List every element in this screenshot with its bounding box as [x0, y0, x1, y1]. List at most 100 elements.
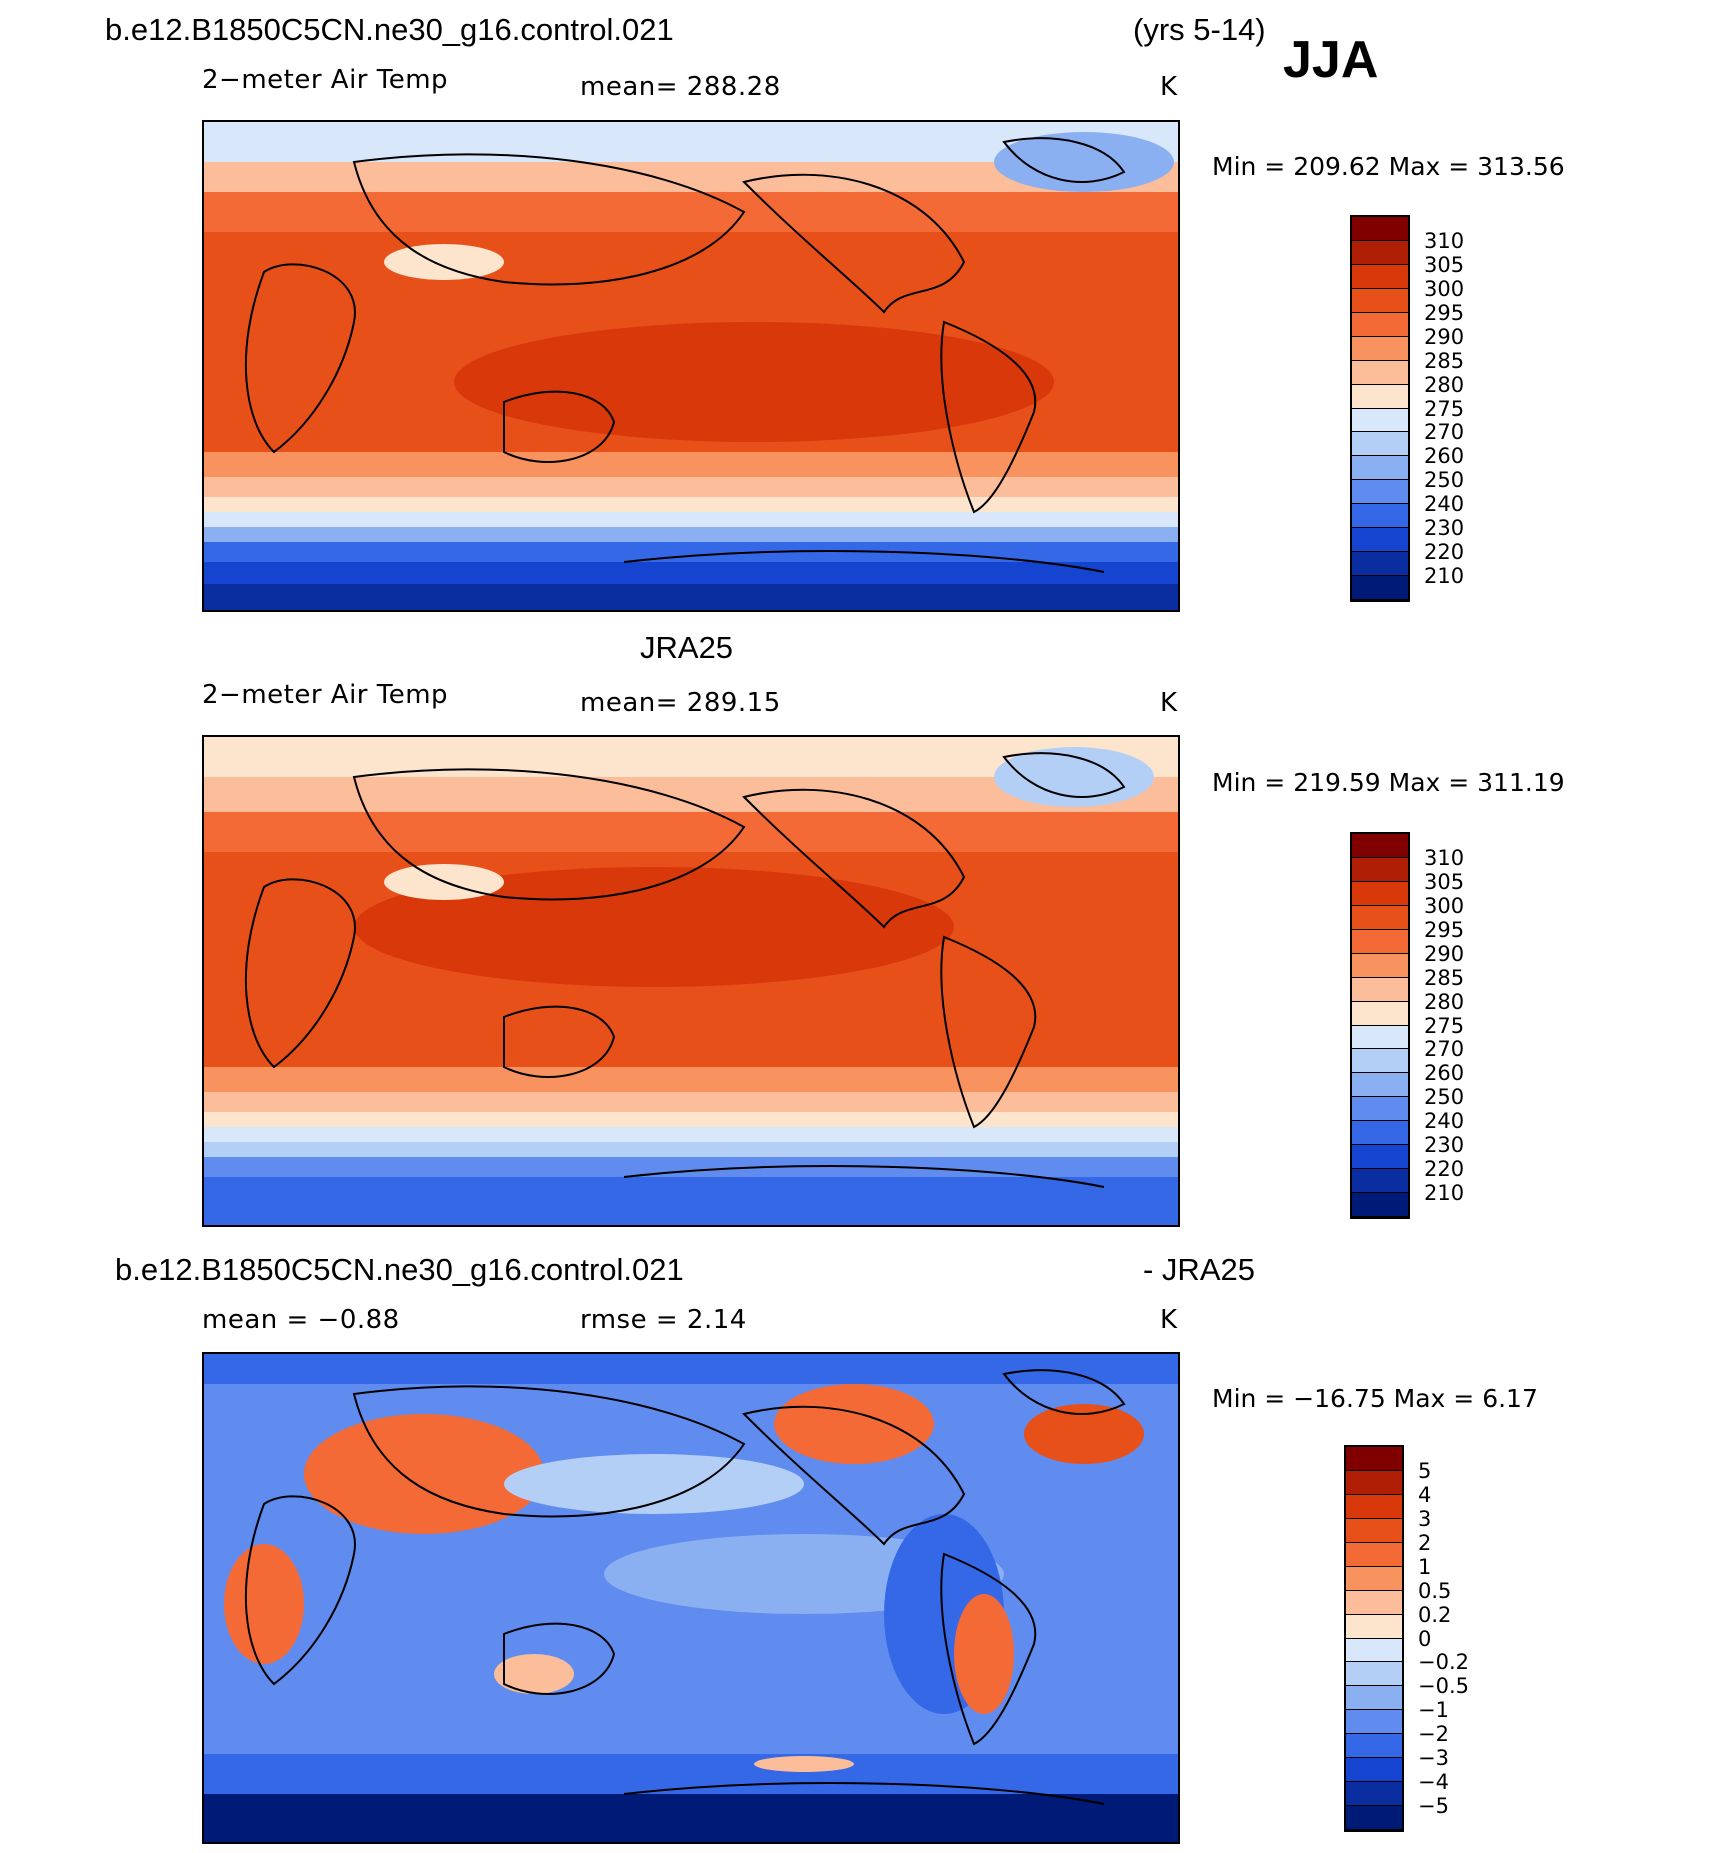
colorbar-label: 240	[1424, 1109, 1465, 1134]
colorbar-label: −1	[1418, 1698, 1449, 1723]
colorbar-label: −3	[1418, 1746, 1449, 1771]
colorbar-box	[1352, 1145, 1408, 1170]
colorbar-box	[1346, 1470, 1402, 1495]
colorbar-label: 0.2	[1418, 1602, 1452, 1627]
colorbar-label: 250	[1424, 1085, 1465, 1110]
colorbar-box	[1352, 857, 1408, 882]
colorbar-label: 260	[1424, 1061, 1465, 1086]
colorbar-box	[1352, 881, 1408, 906]
colorbar-box	[1346, 1566, 1402, 1591]
colorbar-label: 300	[1424, 276, 1465, 301]
colorbar-box	[1352, 1001, 1408, 1026]
colorbar-label: −5	[1418, 1794, 1449, 1819]
colorbar-box	[1346, 1542, 1402, 1567]
colorbar-label: 2	[1418, 1530, 1432, 1555]
colorbar-label: −2	[1418, 1722, 1449, 1747]
colorbar-box	[1346, 1710, 1402, 1735]
panel2-variable: 2−meter Air Temp	[202, 680, 449, 710]
colorbar-label: 250	[1424, 468, 1465, 493]
colorbar-label: 1	[1418, 1554, 1432, 1579]
colorbar-box	[1352, 1073, 1408, 1098]
colorbar-label: 230	[1424, 516, 1465, 541]
colorbar-box	[1346, 1638, 1402, 1663]
colorbar-box	[1346, 1447, 1402, 1471]
colorbar-label: 295	[1424, 300, 1465, 325]
colorbar-label: 295	[1424, 917, 1465, 942]
colorbar-label: 280	[1424, 372, 1465, 397]
colorbar-box	[1352, 1169, 1408, 1194]
colorbar-label: 280	[1424, 989, 1465, 1014]
panel1-mean: mean= 288.28	[580, 72, 781, 102]
years-label: (yrs 5-14)	[1133, 12, 1266, 47]
colorbar-box	[1352, 312, 1408, 337]
colorbar-box	[1346, 1494, 1402, 1519]
panel1-minmax: Min = 209.62 Max = 313.56	[1212, 152, 1565, 181]
colorbar-label: 290	[1424, 941, 1465, 966]
colorbar-label: 275	[1424, 396, 1465, 421]
colorbar-box	[1346, 1518, 1402, 1543]
colorbar-box	[1352, 905, 1408, 930]
colorbar-box	[1352, 834, 1408, 858]
colorbar-label: 305	[1424, 869, 1465, 894]
panel3-title-right: - JRA25	[1143, 1252, 1255, 1287]
season-label: JJA	[1283, 31, 1379, 89]
colorbar-label: 220	[1424, 1157, 1465, 1182]
colorbar-label: 4	[1418, 1482, 1432, 1507]
colorbar-box	[1346, 1782, 1402, 1807]
colorbar-box	[1352, 1097, 1408, 1122]
colorbar-label: 260	[1424, 444, 1465, 469]
colorbar-label: 230	[1424, 1133, 1465, 1158]
colorbar-box	[1352, 264, 1408, 289]
colorbar-label: 285	[1424, 965, 1465, 990]
colorbar-box	[1352, 1049, 1408, 1074]
colorbar-model: 310 305 300 295 290 285 280 275 270 260 250 240 230 2…	[1350, 215, 1464, 602]
colorbar-box	[1352, 288, 1408, 313]
map-panel-obs	[202, 735, 1180, 1227]
panel2-title: JRA25	[640, 630, 734, 665]
colorbar-box	[1352, 432, 1408, 457]
colorbar-box	[1352, 480, 1408, 505]
colorbar-label: −0.2	[1418, 1650, 1469, 1675]
panel1-variable: 2−meter Air Temp	[202, 65, 449, 95]
colorbar-box	[1352, 217, 1408, 241]
panel3-minmax: Min = −16.75 Max = 6.17	[1212, 1384, 1538, 1413]
colorbar-label: 305	[1424, 252, 1465, 277]
colorbar-box	[1352, 576, 1408, 600]
colorbar-label: 270	[1424, 420, 1465, 445]
map-panel-model	[202, 120, 1180, 612]
colorbar-label: 275	[1424, 1013, 1465, 1038]
panel2-mean: mean= 289.15	[580, 688, 781, 718]
colorbar-obs: 310 305 300 295 290 285 280 275 270 260 250 240 230 2…	[1350, 832, 1464, 1219]
colorbar-box	[1346, 1806, 1402, 1830]
colorbar-box	[1346, 1590, 1402, 1615]
colorbar-diff: 5 4 3 2 1 0.5 0.2 0 −0.2 −0.5 −1 −2 −3 −4 −5	[1344, 1445, 1469, 1832]
colorbar-box	[1352, 384, 1408, 409]
panel3-rmse: rmse = 2.14	[580, 1305, 747, 1335]
colorbar-box	[1352, 552, 1408, 577]
colorbar-box	[1352, 456, 1408, 481]
colorbar-box	[1352, 1025, 1408, 1050]
colorbar-label: 210	[1424, 564, 1465, 589]
colorbar-box	[1352, 1193, 1408, 1217]
colorbar-box	[1352, 240, 1408, 265]
case-title: b.e12.B1850C5CN.ne30_g16.control.021	[105, 12, 674, 47]
colorbar-box	[1346, 1662, 1402, 1687]
colorbar-box	[1352, 953, 1408, 978]
colorbar-label: −0.5	[1418, 1674, 1469, 1699]
map-field-model	[204, 122, 1178, 610]
panel2-minmax: Min = 219.59 Max = 311.19	[1212, 768, 1565, 797]
colorbar-label: 0.5	[1418, 1578, 1452, 1603]
colorbar-box	[1352, 929, 1408, 954]
colorbar-label: 0	[1418, 1626, 1432, 1651]
panel3-mean: mean = −0.88	[202, 1305, 400, 1335]
colorbar-label: 310	[1424, 228, 1465, 253]
colorbar-box	[1346, 1734, 1402, 1759]
map-field-diff	[204, 1354, 1178, 1842]
colorbar-label: 285	[1424, 348, 1465, 373]
colorbar-label: 300	[1424, 893, 1465, 918]
colorbar-box	[1352, 408, 1408, 433]
colorbar-box	[1352, 977, 1408, 1002]
colorbar-box	[1346, 1614, 1402, 1639]
map-field-obs	[204, 737, 1178, 1225]
colorbar-label: 310	[1424, 845, 1465, 870]
